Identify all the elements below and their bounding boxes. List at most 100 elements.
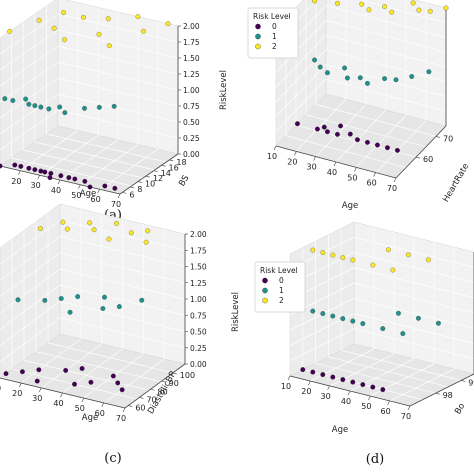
data-point <box>67 309 73 315</box>
z-tick-label: 2.00 <box>183 22 200 31</box>
grid <box>0 209 186 404</box>
data-point <box>18 163 24 169</box>
grid <box>275 0 447 173</box>
data-point <box>416 7 422 13</box>
y-tick-label: 10 <box>145 180 155 189</box>
y-tick-label: 14 <box>161 169 171 178</box>
grid-line <box>20 338 82 384</box>
data-point <box>366 7 372 13</box>
data-point <box>38 104 44 110</box>
x-tick-label: 40 <box>53 399 63 408</box>
x-tick-label: 30 <box>32 394 42 403</box>
panel-caption: (c) <box>104 451 121 466</box>
grid-line <box>295 99 347 152</box>
z-tick-label: 0.00 <box>190 360 207 369</box>
y-tick <box>137 181 143 183</box>
data-point <box>395 310 401 316</box>
grid-line <box>57 13 179 43</box>
z-ticks: 0.00 0.25 0.50 0.75 1.00 1.25 1.50 1.75 2.00 <box>178 22 200 159</box>
y-tick-label: 60 <box>423 155 433 164</box>
data-point <box>393 77 399 83</box>
data-point <box>320 372 326 378</box>
data-point <box>370 384 376 390</box>
data-point <box>410 0 416 6</box>
z-tick-label: 0.00 <box>183 150 200 159</box>
grid-line <box>23 149 144 179</box>
data-point <box>350 318 356 324</box>
data-point <box>82 178 88 184</box>
data-point <box>110 373 116 379</box>
data-point <box>390 267 396 273</box>
legend-label: 1 <box>272 32 277 41</box>
data-point <box>357 75 363 81</box>
grid-line <box>59 219 186 251</box>
x-tick <box>60 392 63 398</box>
data-point <box>330 252 336 258</box>
x-tick-label: 20 <box>11 177 21 186</box>
grid-line <box>0 61 59 103</box>
grid-line <box>275 79 327 132</box>
data-point <box>382 76 387 82</box>
grid-line <box>341 350 462 381</box>
x-tick <box>393 177 397 183</box>
series-risk-0 <box>3 366 125 393</box>
data-point <box>2 96 8 102</box>
data-point <box>10 98 16 103</box>
data-point <box>23 96 29 102</box>
data-point <box>382 4 387 9</box>
x-tick-label: 20 <box>12 389 22 398</box>
data-point <box>96 104 102 110</box>
legend-marker <box>255 43 261 50</box>
data-point <box>119 387 125 393</box>
grid-line <box>325 19 447 53</box>
grid-line <box>57 61 179 91</box>
y-tick-label: 80 <box>158 387 168 396</box>
data-point <box>106 236 112 242</box>
y-axis-label: Bo <box>453 402 467 417</box>
x-tick <box>101 402 105 408</box>
grid-line <box>59 284 186 316</box>
data-point <box>350 379 356 385</box>
x-tick-label: 70 <box>387 184 397 193</box>
grid-line <box>41 343 102 389</box>
grid-line <box>57 109 179 139</box>
x-tick <box>294 151 297 156</box>
grid-line <box>0 268 61 314</box>
x-tick <box>57 179 61 185</box>
legend-label: 2 <box>272 42 277 51</box>
grid-line <box>59 252 186 284</box>
z-tick-label: 0.25 <box>190 344 207 353</box>
data-point <box>335 0 340 6</box>
data-points <box>300 247 441 393</box>
data-point <box>360 321 366 327</box>
grid-line <box>46 133 167 163</box>
x-tick-label: 30 <box>31 181 41 190</box>
x-tick <box>81 397 85 403</box>
data-point <box>26 101 32 107</box>
data-point <box>365 80 370 86</box>
x-tick <box>18 170 21 175</box>
legend-marker <box>255 33 261 40</box>
grid-line <box>353 297 474 329</box>
series-risk-0 <box>300 367 386 393</box>
grid-line <box>0 284 61 330</box>
y-tick <box>153 170 158 173</box>
z-tick-label: 1.75 <box>190 246 207 255</box>
data-point <box>347 131 353 137</box>
data-point <box>63 367 69 373</box>
y-axis-line <box>119 153 179 195</box>
grid-line <box>275 20 327 73</box>
series-risk-1 <box>15 294 145 315</box>
data-point <box>12 162 18 168</box>
data-point <box>79 366 85 371</box>
x-tick-label: 10 <box>0 384 1 393</box>
x-tick <box>347 390 351 396</box>
legend-marker <box>262 277 268 284</box>
grid-line <box>315 104 367 157</box>
series-risk-1 <box>2 96 117 116</box>
data-point <box>395 147 400 153</box>
